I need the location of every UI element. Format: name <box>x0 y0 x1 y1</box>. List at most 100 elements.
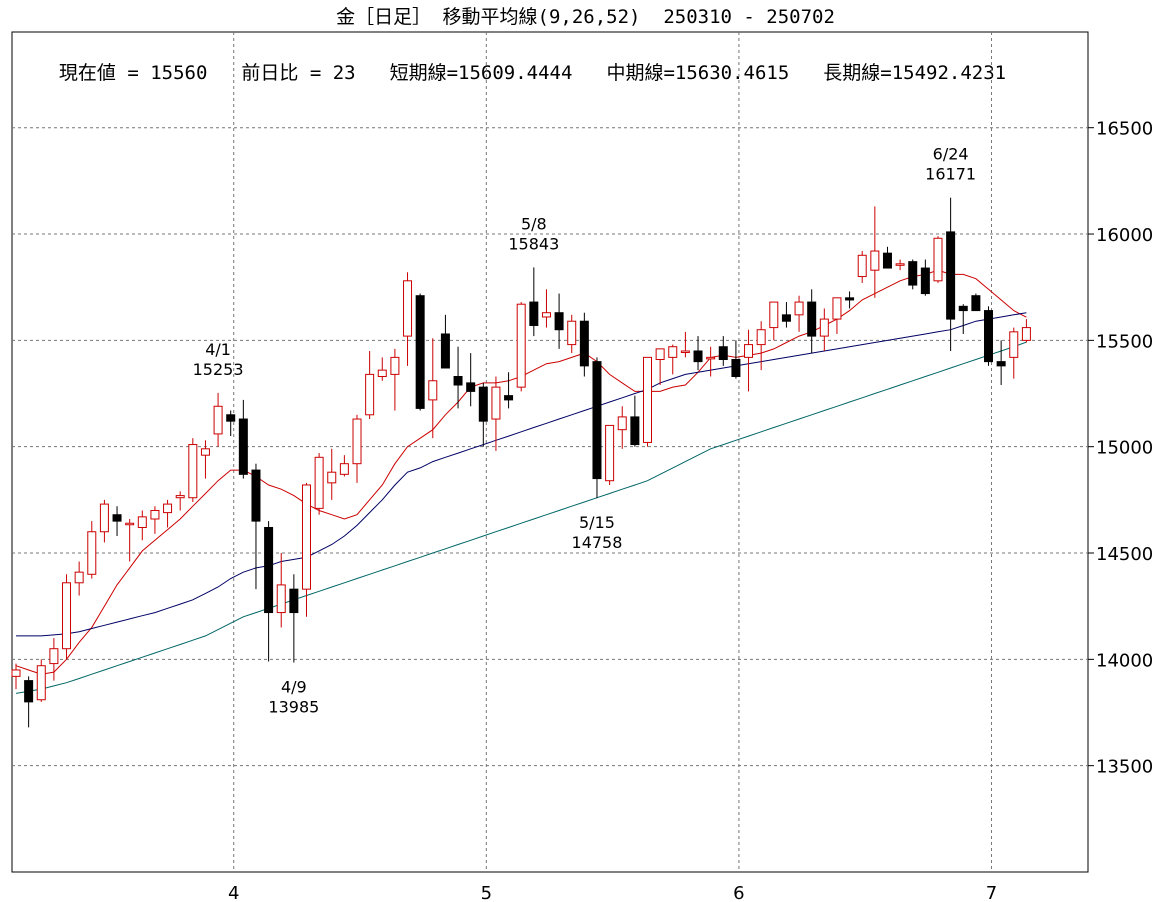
y-tick-label: 13500 <box>1096 757 1153 778</box>
short-ma-value: 短期線=15609.4444 <box>389 62 573 84</box>
candle-down <box>289 588 299 614</box>
candle-up <box>756 329 766 346</box>
candle-down <box>554 312 564 331</box>
candle-down <box>478 386 488 422</box>
info-bar: 現在値 = 15560 前日比 = 23 短期線=15609.4444 中期線=156… <box>36 36 1040 85</box>
candle-up <box>857 254 867 278</box>
candle-down <box>630 416 640 446</box>
candle-up <box>617 416 627 431</box>
candle-down <box>579 320 589 367</box>
plot-frame <box>11 31 1089 873</box>
candle-up <box>188 444 198 499</box>
candle-down <box>415 295 425 409</box>
x-tick-label: 4 <box>228 883 239 902</box>
y-tick-label: 15500 <box>1096 331 1153 352</box>
candle-up <box>794 301 804 316</box>
current-value: 現在値 = 15560 <box>58 62 208 84</box>
candle-down <box>731 358 741 378</box>
candle-down <box>226 414 236 422</box>
candle-up <box>706 356 716 360</box>
candle-down <box>466 382 476 392</box>
candle-up <box>769 301 779 329</box>
candle-up <box>377 369 387 378</box>
candle-down <box>996 361 1006 367</box>
candle-up <box>516 303 526 388</box>
candle-up <box>62 582 72 650</box>
day-change: 前日比 = 23 <box>241 62 356 84</box>
candle-up <box>541 312 551 318</box>
candle-up <box>870 250 880 271</box>
annotation-value: 16171 <box>925 165 976 184</box>
candle-down <box>946 231 956 320</box>
candle-down <box>845 297 855 301</box>
candle-down <box>112 514 122 522</box>
candle-down <box>440 333 450 369</box>
candle-down <box>504 395 514 401</box>
candle-down <box>882 252 892 269</box>
x-tick-label: 7 <box>986 883 997 902</box>
candle-down <box>693 350 703 363</box>
candle-down <box>529 301 539 326</box>
candle-up <box>643 356 652 443</box>
candle-down <box>264 526 274 614</box>
candle-up <box>390 356 400 375</box>
candle-up <box>327 471 337 484</box>
candle-down <box>984 310 994 363</box>
candle-down <box>453 376 463 386</box>
candle-down <box>781 314 791 322</box>
candle-up <box>491 386 501 420</box>
annotation-value: 15253 <box>193 360 244 379</box>
annotation-date: 4/9 <box>281 678 307 697</box>
annotation-value: 13985 <box>268 698 319 717</box>
annotation-date: 5/15 <box>579 513 615 532</box>
candle-up <box>213 405 223 435</box>
candle-up <box>819 318 829 337</box>
candle-down <box>807 301 817 337</box>
candle-down <box>971 295 981 312</box>
candle-down <box>718 346 728 360</box>
annotation-date: 6/24 <box>933 145 969 164</box>
candle-up <box>605 424 615 482</box>
candle-down <box>920 267 930 295</box>
candle-up <box>365 373 375 416</box>
candle-up <box>36 665 46 701</box>
candle-up <box>49 648 59 665</box>
ma-long-line <box>15 341 1027 694</box>
annotation-date: 4/1 <box>205 340 231 359</box>
candle-up <box>1021 327 1031 341</box>
y-tick-label: 16500 <box>1096 119 1153 140</box>
candle-up <box>933 237 943 282</box>
long-ma-value: 長期線=15492.4231 <box>823 62 1007 84</box>
candle-up <box>301 484 311 590</box>
candle-up <box>680 350 690 353</box>
candle-down <box>24 680 34 703</box>
candle-up <box>150 509 160 520</box>
candle-up <box>744 344 754 358</box>
mid-ma-value: 中期線=15630.4615 <box>606 62 790 84</box>
y-tick-label: 14000 <box>1096 650 1153 671</box>
candle-up <box>99 503 109 533</box>
annotation-value: 14758 <box>572 533 623 552</box>
candle-up <box>200 448 210 456</box>
y-tick-label: 16000 <box>1096 225 1153 246</box>
y-tick-label: 15000 <box>1096 438 1153 459</box>
candle-up <box>655 348 665 360</box>
annotation-date: 5/8 <box>521 214 547 233</box>
candle-up <box>668 346 678 358</box>
x-tick-label: 5 <box>481 883 492 902</box>
candle-down <box>958 305 968 312</box>
candle-down <box>908 261 918 286</box>
chart-title: 金［日足］ 移動平均線(9,26,52) 250310 - 250702 <box>336 6 835 28</box>
candle-up <box>276 584 286 614</box>
candle-up <box>339 463 349 475</box>
candle-up <box>314 456 324 509</box>
candle-up <box>11 669 21 677</box>
candle-up <box>403 280 413 337</box>
candle-down <box>251 469 261 522</box>
candle-up <box>125 522 135 526</box>
candle-up <box>567 320 577 346</box>
x-tick-label: 6 <box>733 883 744 902</box>
candle-up <box>87 531 97 575</box>
candle-down <box>238 418 248 475</box>
